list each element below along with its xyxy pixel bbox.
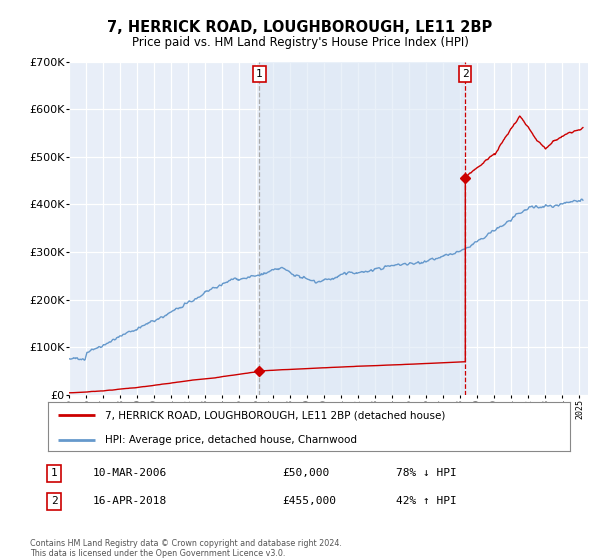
Text: 2: 2 <box>462 69 469 79</box>
Text: HPI: Average price, detached house, Charnwood: HPI: Average price, detached house, Char… <box>106 435 358 445</box>
Text: 7, HERRICK ROAD, LOUGHBOROUGH, LE11 2BP (detached house): 7, HERRICK ROAD, LOUGHBOROUGH, LE11 2BP … <box>106 410 446 421</box>
Text: 1: 1 <box>50 468 58 478</box>
Bar <box>259 62 466 395</box>
Text: £455,000: £455,000 <box>282 496 336 506</box>
Text: 2: 2 <box>50 496 58 506</box>
Text: Price paid vs. HM Land Registry's House Price Index (HPI): Price paid vs. HM Land Registry's House … <box>131 36 469 49</box>
Text: 42% ↑ HPI: 42% ↑ HPI <box>396 496 457 506</box>
Text: 10-MAR-2006: 10-MAR-2006 <box>93 468 167 478</box>
Text: 78% ↓ HPI: 78% ↓ HPI <box>396 468 457 478</box>
Text: 16-APR-2018: 16-APR-2018 <box>93 496 167 506</box>
Text: Contains HM Land Registry data © Crown copyright and database right 2024.
This d: Contains HM Land Registry data © Crown c… <box>30 539 342 558</box>
Text: £50,000: £50,000 <box>282 468 329 478</box>
Text: 1: 1 <box>256 69 263 79</box>
Text: 7, HERRICK ROAD, LOUGHBOROUGH, LE11 2BP: 7, HERRICK ROAD, LOUGHBOROUGH, LE11 2BP <box>107 20 493 35</box>
